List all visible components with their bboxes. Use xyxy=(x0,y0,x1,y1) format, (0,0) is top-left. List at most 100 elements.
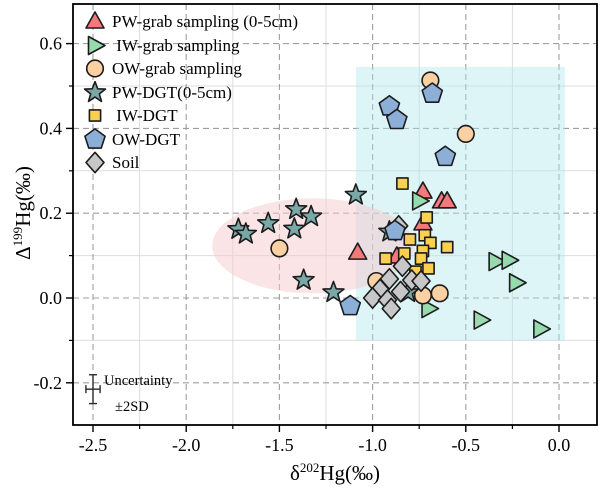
star-glyph xyxy=(83,80,107,102)
data-points xyxy=(227,71,552,339)
triangle-right-glyph xyxy=(87,35,106,56)
square-glyph xyxy=(88,109,102,123)
circle-marker-icon xyxy=(85,59,105,78)
data-point xyxy=(440,240,454,254)
data-point xyxy=(422,261,435,275)
series-ow-dgt xyxy=(339,82,457,316)
series-soil xyxy=(362,214,431,320)
legend-label-ow-grab: OW-grab sampling xyxy=(112,59,242,78)
y-title-superscript: 199 xyxy=(10,226,25,247)
data-point xyxy=(420,211,434,224)
legend-item-ow-grab: OW-grab sampling xyxy=(78,57,298,81)
data-point xyxy=(403,233,417,246)
data-point xyxy=(434,145,457,167)
data-point xyxy=(430,284,449,303)
x-axis-title: δ202Hg(‰) xyxy=(73,460,597,486)
data-point xyxy=(508,272,527,293)
y-tick-label: 0.6 xyxy=(40,34,63,54)
data-point xyxy=(299,204,323,227)
data-point xyxy=(437,191,457,209)
data-point xyxy=(347,242,368,260)
uncertainty-marker: Uncertainty ±2SD xyxy=(85,373,173,415)
data-point xyxy=(362,287,383,309)
y-tick-label: 0.2 xyxy=(40,203,63,223)
y-title-symbol: Δ xyxy=(11,246,35,260)
data-point xyxy=(533,319,552,339)
legend: PW-grab sampling (0-5cm) IW-grab samplin… xyxy=(78,10,298,175)
grid-minor xyxy=(73,4,597,425)
legend-item-iw-grab: IW-grab sampling xyxy=(78,34,298,58)
data-point xyxy=(392,255,413,278)
pentagon-glyph xyxy=(84,127,106,149)
triangle-up-marker-icon xyxy=(85,11,105,30)
data-point xyxy=(344,183,368,205)
legend-item-pw-grab: PW-grab sampling (0-5cm) xyxy=(78,10,298,34)
data-point xyxy=(339,294,362,316)
legend-item-iw-dgt: IW-DGT xyxy=(78,104,298,128)
data-point xyxy=(385,108,408,130)
series-iw-grab-sampling xyxy=(411,191,552,339)
diamond-marker-icon xyxy=(85,151,105,174)
data-point xyxy=(421,298,440,319)
uncertainty-sd-label: ±2SD xyxy=(115,399,149,415)
data-point xyxy=(234,222,258,244)
x-tick-label: -2.0 xyxy=(172,435,201,455)
data-point xyxy=(379,252,393,265)
uncertainty-label: Uncertainty xyxy=(104,373,173,389)
data-point xyxy=(381,297,402,320)
data-point xyxy=(284,197,308,220)
series-pw-dgt-0-5cm- xyxy=(227,183,420,303)
series-ow-grab-sampling xyxy=(270,71,475,305)
x-tick-label: -1.5 xyxy=(265,435,294,455)
x-title-symbol: δ xyxy=(289,461,300,485)
y-title-rest: Hg(‰) xyxy=(11,166,35,227)
circle-glyph xyxy=(85,59,105,78)
legend-label-ow-dgt: OW-DGT xyxy=(112,129,180,149)
legend-label-iw-grab: IW-grab sampling xyxy=(112,35,240,55)
data-point xyxy=(421,82,444,104)
x-tick-label: -0.5 xyxy=(452,435,481,455)
data-point xyxy=(384,219,406,241)
x-title-superscript: 202 xyxy=(299,460,320,475)
data-point xyxy=(256,211,280,234)
legend-item-ow-dgt: OW-DGT xyxy=(78,127,298,152)
axes-frame xyxy=(66,3,598,432)
legend-label-pw-dgt: PW-DGT(0-5cm) xyxy=(112,82,232,102)
star-marker-icon xyxy=(83,80,107,102)
y-tick-label: -0.2 xyxy=(34,373,63,393)
data-point xyxy=(473,310,492,330)
legend-label-pw-grab: PW-grab sampling (0-5cm) xyxy=(112,12,299,31)
data-point xyxy=(283,217,306,239)
x-tick-label: -2.5 xyxy=(79,435,108,455)
plot-border xyxy=(72,3,598,426)
data-point xyxy=(456,124,475,144)
legend-item-soil: Soil xyxy=(78,151,298,175)
triangle-right-marker-icon xyxy=(87,35,106,56)
y-tick-label: 0.4 xyxy=(40,118,63,138)
y-axis-title: Δ199Hg(‰) xyxy=(10,166,36,260)
data-point xyxy=(396,177,409,190)
data-point xyxy=(270,239,289,258)
pentagon-marker-icon xyxy=(84,127,106,149)
x-tick-label: -1.0 xyxy=(358,435,387,455)
series-iw-dgt xyxy=(379,177,454,279)
legend-label-iw-dgt: IW-DGT xyxy=(112,106,178,125)
legend-label-soil: Soil xyxy=(112,153,140,172)
square-marker-icon xyxy=(88,109,102,123)
data-point xyxy=(411,270,431,293)
triangle-up-glyph xyxy=(85,11,105,30)
data-point xyxy=(390,280,411,303)
data-point xyxy=(501,250,520,271)
diamond-glyph xyxy=(85,151,105,174)
x-tick-label: 0.0 xyxy=(548,435,571,455)
data-point xyxy=(488,251,507,272)
y-tick-label: 0.0 xyxy=(40,288,63,308)
data-point xyxy=(322,280,345,303)
tick-labels: -2.5 -2.0 -1.5 -1.0 -0.5 0.0 -0.2 0.0 0.2 0.4 0.6 xyxy=(34,34,571,455)
data-point xyxy=(292,268,315,290)
legend-item-pw-dgt: PW-DGT(0-5cm) xyxy=(78,80,298,105)
x-title-rest: Hg(‰) xyxy=(319,461,381,485)
data-point xyxy=(411,191,430,211)
